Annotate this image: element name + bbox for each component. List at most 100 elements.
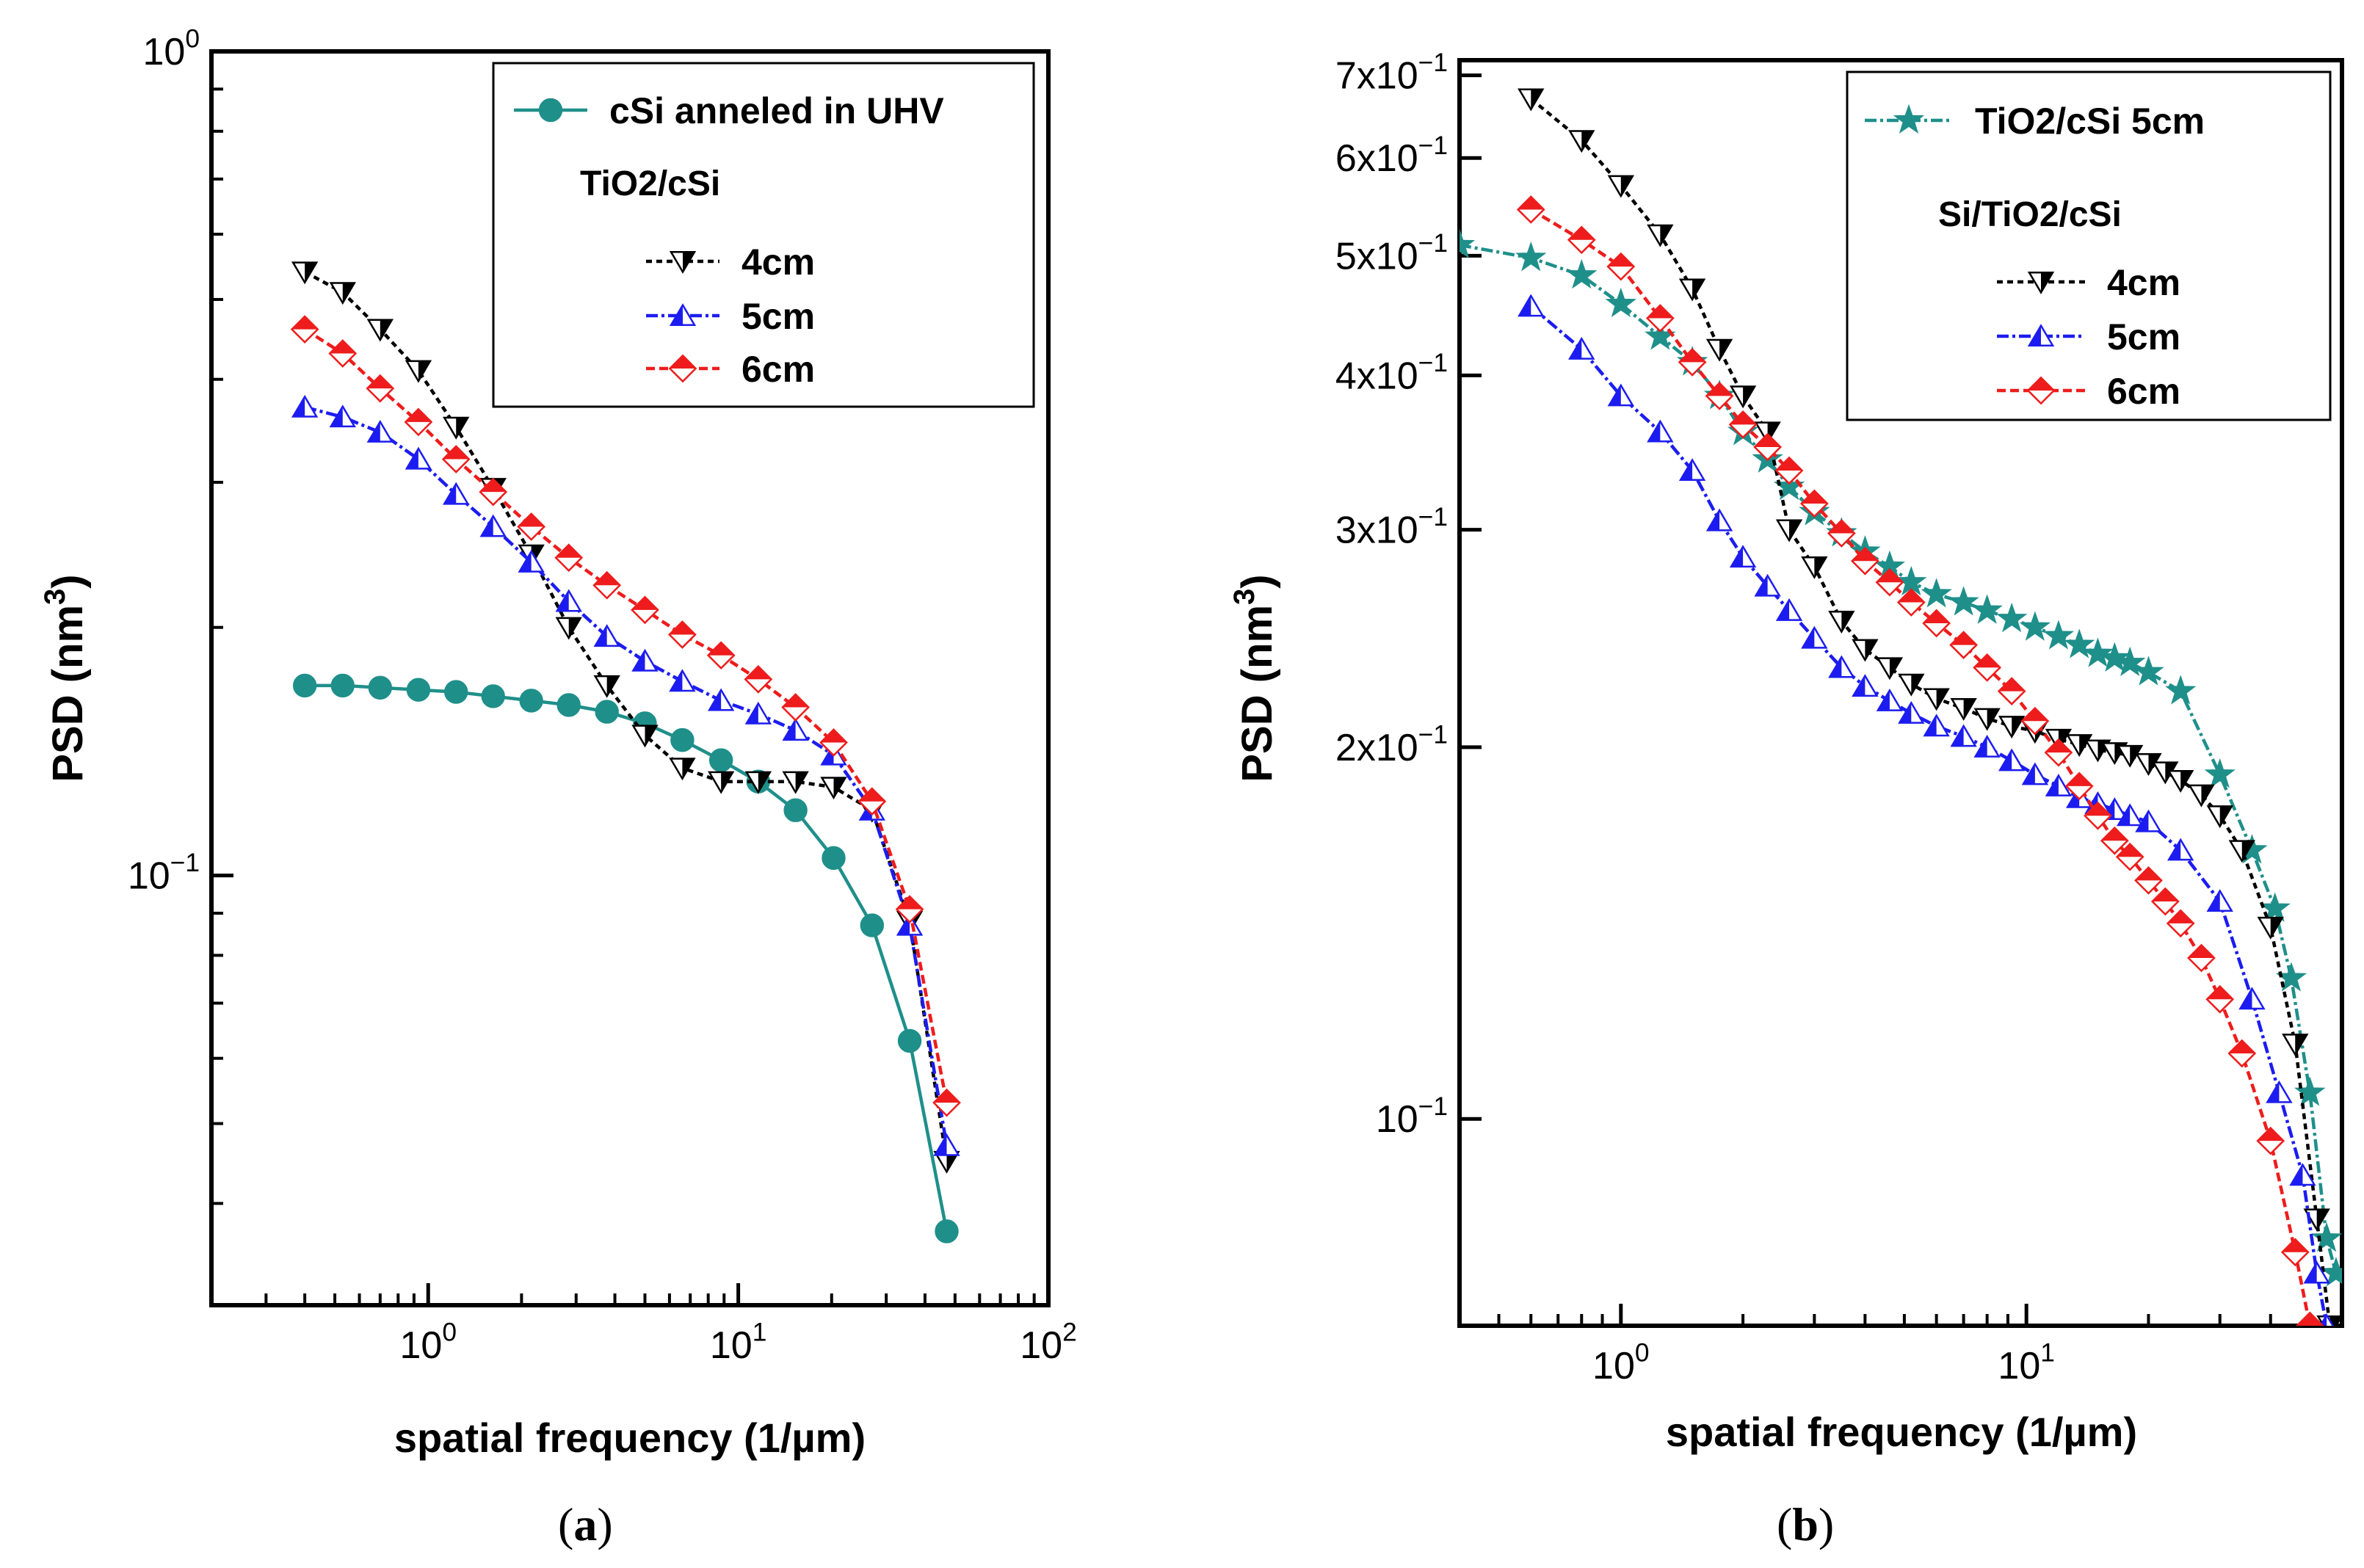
series-6cm	[1516, 195, 2324, 1326]
caption-a: (a)	[558, 1498, 613, 1552]
data-point	[1705, 381, 1734, 410]
data-point	[2134, 865, 2163, 895]
data-point	[1775, 598, 1803, 621]
data-point	[2238, 987, 2266, 1010]
data-point	[670, 727, 695, 752]
data-point	[2303, 1208, 2330, 1232]
data-point	[1973, 734, 2001, 758]
data-point	[1948, 586, 1979, 616]
legend-box	[492, 62, 1035, 408]
x-tick-label: 102	[1020, 1318, 1077, 1367]
series-line	[1529, 305, 2329, 1326]
data-point	[1998, 748, 2026, 772]
x-tick-label: 100	[399, 1318, 457, 1367]
data-point	[1775, 519, 1803, 542]
data-point	[1898, 700, 1925, 724]
data-point	[595, 700, 619, 724]
data-point	[933, 1133, 960, 1156]
data-point	[1876, 689, 1904, 711]
data-point	[406, 678, 431, 702]
data-point	[2115, 842, 2144, 871]
data-point	[556, 693, 581, 717]
data-point	[1898, 673, 1925, 697]
data-point	[2020, 706, 2050, 736]
data-point	[1998, 716, 2026, 739]
data-point	[2295, 1311, 2324, 1326]
caption-a-open: (	[558, 1498, 574, 1550]
series-tio2-csi-5cm	[1460, 228, 2342, 1287]
data-point	[2259, 892, 2291, 922]
data-point	[404, 407, 433, 437]
legend-marker	[669, 303, 697, 327]
data-point	[443, 416, 470, 440]
data-point	[2282, 1034, 2309, 1056]
legend-marker	[669, 250, 697, 274]
data-point	[744, 701, 772, 725]
data-point	[2206, 805, 2233, 829]
data-point	[290, 315, 319, 344]
data-point	[1950, 724, 1977, 747]
series-5cm	[291, 394, 960, 1156]
legend-marker	[538, 98, 563, 123]
data-point	[2116, 803, 2144, 827]
data-point	[1728, 410, 1758, 439]
data-point	[2116, 744, 2144, 768]
data-point	[1460, 228, 1476, 258]
series-line	[304, 405, 949, 1147]
axis-ticks	[210, 49, 1051, 1305]
data-point	[860, 913, 885, 937]
data-point	[1923, 688, 1950, 711]
y-tick-label: 7x10−1	[1335, 48, 1448, 97]
chart-panel-a: 100 101 102 100 10−1 spatial frequency (1/µm)…	[39, 25, 1077, 1461]
data-point	[1518, 294, 1545, 317]
data-point	[1754, 573, 1781, 597]
x-axis-label: spatial frequency (1/µm)	[394, 1415, 866, 1461]
legend-label: 4cm	[2107, 262, 2180, 303]
data-point	[1678, 348, 1707, 377]
caption-b-close: )	[1818, 1498, 1835, 1550]
data-point	[593, 624, 620, 647]
plot-frame	[209, 49, 1051, 1307]
data-point	[2188, 784, 2215, 807]
data-point	[2256, 1126, 2285, 1155]
legend: cSi anneled in UHV TiO2/cSi 4cm 5cm 6cm	[492, 62, 1035, 408]
data-point	[2280, 1238, 2310, 1267]
data-point	[708, 748, 733, 772]
data-point	[2019, 611, 2051, 641]
data-point	[1729, 385, 1757, 409]
data-point	[1678, 278, 1706, 302]
data-point	[1647, 419, 1674, 443]
data-point	[1876, 657, 1904, 680]
data-point	[291, 261, 319, 285]
data-point	[1923, 714, 1950, 737]
data-point	[2042, 620, 2075, 650]
data-point	[2063, 628, 2095, 658]
series-4cm	[1518, 88, 2342, 1326]
data-point	[555, 589, 582, 612]
chart-panel-b: 100 101 7x10−1 6x10−1 5x10−1 4x10−1 3x10−1 2x10…	[1228, 48, 2344, 1455]
legend-label: 4cm	[742, 242, 815, 283]
data-point	[1921, 578, 1952, 608]
data-point	[819, 728, 848, 757]
data-point	[706, 641, 736, 670]
caption-b-letter: b	[1792, 1498, 1819, 1550]
data-point	[2266, 1080, 2293, 1103]
data-point	[1922, 609, 1951, 638]
data-point	[1971, 594, 2003, 624]
data-point	[631, 725, 659, 748]
plot-frame	[1457, 58, 2344, 1328]
data-point	[2166, 909, 2195, 938]
data-point	[518, 549, 545, 573]
x-tick-label: 100	[1592, 1339, 1650, 1387]
data-point	[1973, 708, 2001, 731]
data-point	[1568, 336, 1595, 360]
legend-group-title: TiO2/cSi	[580, 164, 720, 203]
data-point	[366, 319, 394, 342]
data-point	[1799, 489, 1829, 518]
data-point	[329, 282, 356, 305]
legend-marker	[2027, 324, 2055, 347]
data-point	[329, 404, 356, 428]
x-tick-label: 101	[1998, 1339, 2055, 1387]
data-point	[443, 482, 470, 505]
